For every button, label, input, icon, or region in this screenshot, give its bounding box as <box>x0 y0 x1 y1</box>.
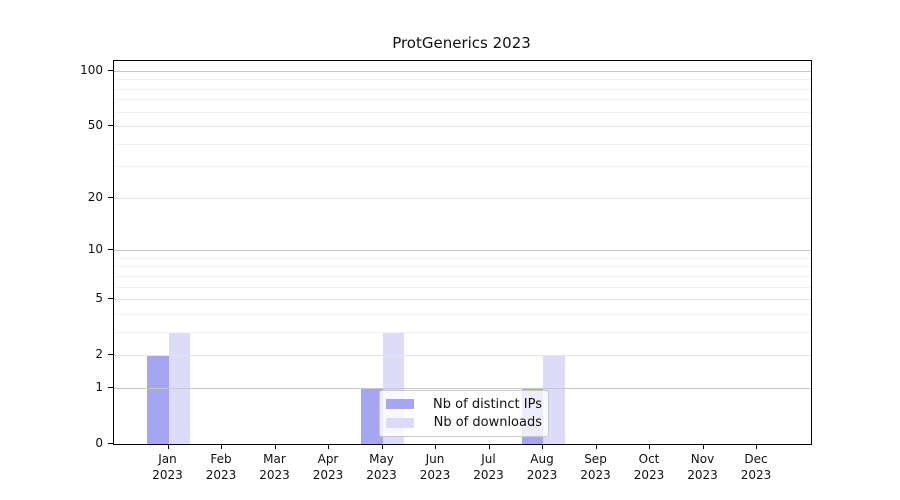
gridline-y-9 <box>114 257 811 259</box>
gridline-y-40 <box>114 143 811 145</box>
y-tick-0 <box>108 443 113 445</box>
gridline-y-1 <box>114 387 811 389</box>
y-tick-label-20: 20 <box>87 189 103 204</box>
y-tick-label-100: 100 <box>80 63 103 77</box>
x-tick-jul <box>488 444 490 449</box>
y-tick-5 <box>108 298 113 300</box>
x-tick-may <box>381 444 383 449</box>
chart-title: ProtGenerics 2023 <box>392 34 531 52</box>
x-tick-label-feb: Feb 2023 <box>205 452 237 482</box>
bar-distinct-ips-may <box>361 387 383 444</box>
legend-swatch-distinct-ips <box>386 399 414 410</box>
x-tick-oct <box>649 444 651 449</box>
legend: Nb of distinct IPs Nb of downloads <box>379 390 549 437</box>
y-tick-label-0: 0 <box>95 436 103 450</box>
gridline-y-6 <box>114 286 811 288</box>
x-tick-jan <box>167 444 169 449</box>
y-tick-20 <box>108 196 113 199</box>
x-tick-label-dec: Dec 2023 <box>740 452 772 482</box>
legend-swatch-downloads <box>386 417 414 428</box>
x-tick-label-jun: Jun 2023 <box>419 452 451 482</box>
y-tick-2 <box>108 354 113 356</box>
y-tick-label-2: 2 <box>95 347 103 362</box>
x-tick-jun <box>435 444 437 449</box>
x-tick-sep <box>595 444 597 449</box>
x-tick-aug <box>542 444 544 449</box>
x-tick-nov <box>702 444 704 449</box>
gridline-y-8 <box>114 266 811 268</box>
y-tick-1 <box>108 386 113 389</box>
bar-distinct-ips-jan <box>147 355 169 444</box>
gridline-y-4 <box>114 313 811 315</box>
x-tick-label-jul: Jul 2023 <box>473 452 504 482</box>
gridline-y-7 <box>114 275 811 277</box>
y-tick-label-50: 50 <box>87 118 103 133</box>
gridline-y-80 <box>114 88 811 90</box>
plot-area: Nb of distinct IPs Nb of downloads <box>113 60 812 445</box>
legend-label-distinct-ips: Nb of distinct IPs <box>433 396 542 412</box>
x-tick-label-jan: Jan 2023 <box>152 452 183 482</box>
gridline-y-10 <box>114 250 811 252</box>
legend-item-distinct-ips: Nb of distinct IPs <box>386 397 542 412</box>
gridline-y-100 <box>114 71 811 72</box>
x-tick-label-sep: Sep 2023 <box>580 452 611 482</box>
gridline-y-5 <box>114 299 811 301</box>
x-tick-label-may: May 2023 <box>366 452 397 482</box>
x-tick-label-mar: Mar 2023 <box>259 452 290 482</box>
x-tick-label-apr: Apr 2023 <box>312 452 344 482</box>
gridline-y-90 <box>114 79 811 81</box>
legend-item-downloads: Nb of downloads <box>386 415 542 430</box>
gridline-y-20 <box>114 197 811 199</box>
x-tick-label-nov: Nov 2023 <box>687 452 718 482</box>
gridline-y-30 <box>114 166 811 168</box>
y-tick-50 <box>108 125 113 127</box>
x-tick-mar <box>274 444 276 449</box>
y-tick-10 <box>108 249 113 251</box>
y-tick-label-5: 5 <box>95 291 103 306</box>
gridline-y-2 <box>114 355 811 357</box>
x-tick-label-oct: Oct 2023 <box>633 452 665 482</box>
gridline-y-3 <box>114 331 811 333</box>
legend-label-downloads: Nb of downloads <box>433 415 542 431</box>
gridline-y-60 <box>114 111 811 113</box>
x-tick-apr <box>328 444 330 449</box>
gridlines-layer <box>114 61 811 444</box>
gridline-y-50 <box>114 126 811 128</box>
y-tick-label-1: 1 <box>95 379 103 394</box>
x-tick-feb <box>221 444 223 449</box>
x-tick-label-aug: Aug 2023 <box>526 452 558 482</box>
x-tick-dec <box>756 444 758 449</box>
y-tick-100 <box>108 70 113 72</box>
y-tick-label-10: 10 <box>87 242 103 257</box>
gridline-y-70 <box>114 99 811 101</box>
